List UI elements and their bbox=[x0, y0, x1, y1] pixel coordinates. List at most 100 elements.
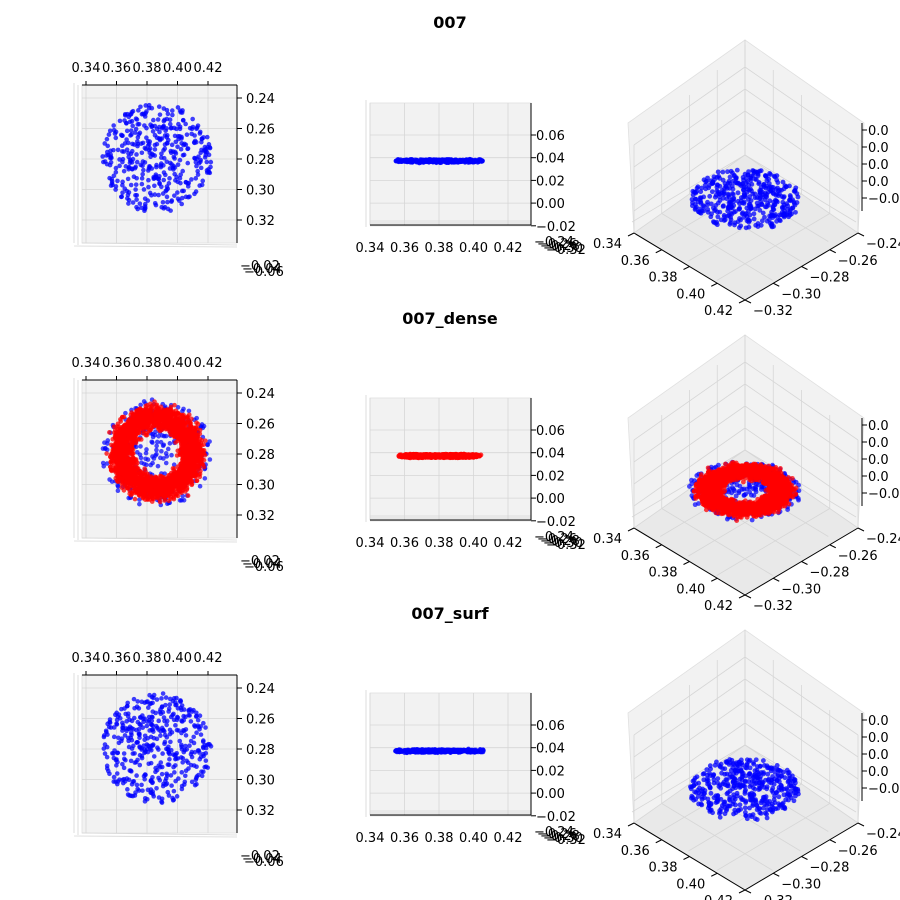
top-point-405 bbox=[129, 132, 134, 137]
top-point-2561 bbox=[175, 478, 180, 483]
top-point-28 bbox=[133, 182, 139, 187]
top-point-288 bbox=[140, 159, 146, 164]
top-z-tick-0: −0.02 bbox=[240, 259, 280, 274]
top-point-2334 bbox=[124, 483, 130, 489]
top-point-under-138 bbox=[150, 460, 155, 466]
top-point-under-61 bbox=[155, 463, 161, 469]
top-point-under-238 bbox=[138, 402, 143, 408]
top-point-307 bbox=[154, 135, 160, 141]
top-point-245 bbox=[167, 176, 172, 181]
top-point-176 bbox=[154, 126, 160, 132]
top-point-1283 bbox=[162, 498, 167, 503]
top-point-under-204 bbox=[151, 456, 157, 461]
side-x-tick-2: 0.38 bbox=[425, 241, 454, 256]
top-point-2525 bbox=[140, 476, 145, 481]
top-point-under-94 bbox=[169, 452, 174, 458]
top-point-416 bbox=[148, 154, 153, 160]
iso-point-390 bbox=[700, 203, 706, 209]
top-point-403 bbox=[174, 174, 179, 180]
top-point-236 bbox=[147, 139, 153, 144]
side-x-tick-1: 0.36 bbox=[390, 241, 419, 256]
top-point-under-254 bbox=[143, 456, 148, 462]
top-point-313 bbox=[113, 165, 119, 171]
iso-point-202 bbox=[732, 173, 737, 179]
top-point-232 bbox=[197, 131, 203, 136]
side-point-414 bbox=[449, 158, 455, 163]
iso-point-391 bbox=[690, 192, 696, 198]
top-point-347 bbox=[206, 170, 211, 175]
top-point-202 bbox=[113, 129, 119, 135]
iso-point-415 bbox=[723, 184, 729, 189]
iso-point-87 bbox=[695, 184, 701, 190]
iso-point-399 bbox=[713, 203, 719, 208]
iso-point-254 bbox=[757, 207, 763, 213]
iso-point-319 bbox=[698, 210, 704, 216]
iso-point-372 bbox=[767, 213, 772, 219]
side-y-tick-3: −0.30 bbox=[543, 241, 583, 256]
top-point-363 bbox=[164, 133, 170, 138]
top-point-2541 bbox=[139, 470, 145, 475]
top-point-89 bbox=[134, 159, 140, 165]
top-point-1691 bbox=[132, 496, 138, 502]
top-point-299 bbox=[193, 176, 199, 181]
top-point-298 bbox=[159, 155, 164, 160]
top-point-76 bbox=[169, 199, 174, 204]
top-point-277 bbox=[108, 160, 114, 165]
top-point-2214 bbox=[128, 446, 133, 452]
top-point-398 bbox=[198, 159, 203, 165]
top-point-under-297 bbox=[205, 442, 211, 448]
top-point-2591 bbox=[164, 489, 169, 495]
top-point-283 bbox=[169, 125, 174, 131]
top-point-2265 bbox=[142, 466, 147, 471]
top-point-325 bbox=[111, 123, 116, 128]
top-point-388 bbox=[171, 154, 177, 160]
iso-point-354 bbox=[720, 203, 726, 209]
iso-point-317 bbox=[775, 214, 780, 220]
iso-y-tick-0: −0.24 bbox=[866, 237, 900, 252]
top-point-211 bbox=[181, 188, 187, 194]
top-point-2521 bbox=[112, 467, 117, 472]
top-point-2592 bbox=[189, 460, 195, 465]
top-point-2304 bbox=[143, 480, 149, 486]
top-point-273 bbox=[136, 108, 141, 113]
top-point-131 bbox=[109, 178, 115, 184]
top-point-177 bbox=[180, 168, 186, 174]
top-point-2563 bbox=[164, 484, 169, 489]
top-point-2531 bbox=[123, 465, 128, 471]
iso-point-412 bbox=[745, 172, 751, 178]
top-point-2569 bbox=[177, 432, 182, 437]
top-x-tick-3: 0.40 bbox=[163, 356, 192, 371]
iso-point-352 bbox=[703, 179, 709, 185]
iso-point-192 bbox=[759, 218, 765, 224]
side-point-412 bbox=[400, 158, 406, 164]
top-point-366 bbox=[167, 117, 173, 123]
iso-point-337 bbox=[720, 169, 726, 175]
top-x-tick-4: 0.42 bbox=[194, 356, 223, 371]
top-point-301 bbox=[126, 201, 131, 206]
top-point-2470 bbox=[134, 475, 139, 480]
top-point-2481 bbox=[110, 443, 116, 448]
top-point-under-115 bbox=[154, 439, 160, 445]
top-point-2352 bbox=[173, 471, 179, 477]
top-point-136 bbox=[178, 146, 184, 152]
side-z-tick-0: 0.06 bbox=[536, 129, 565, 144]
top-point-119 bbox=[208, 159, 214, 165]
top-point-244 bbox=[190, 116, 195, 122]
iso-point-378 bbox=[766, 181, 772, 186]
iso-point-295 bbox=[756, 181, 762, 187]
top-point-2538 bbox=[151, 491, 156, 497]
top-point-238 bbox=[152, 153, 158, 158]
iso-point-370 bbox=[726, 192, 732, 198]
top-point-336 bbox=[122, 113, 128, 118]
top-point-378 bbox=[151, 117, 156, 123]
top-z-tick-1: −0.04 bbox=[242, 557, 282, 572]
top-point-under-215 bbox=[100, 460, 106, 466]
top-point-409 bbox=[200, 178, 206, 184]
side-z-tick-2: 0.02 bbox=[536, 469, 565, 484]
iso-y-tick-4: −0.32 bbox=[753, 304, 793, 319]
top-point-393 bbox=[142, 114, 148, 119]
top-point-2506 bbox=[179, 474, 185, 480]
iso-point-363 bbox=[765, 189, 771, 195]
iso-point-185 bbox=[728, 168, 734, 174]
